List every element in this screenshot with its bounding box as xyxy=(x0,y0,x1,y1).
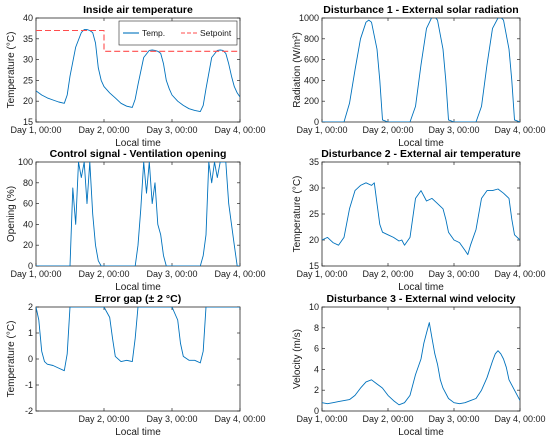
y-tick-label: 0 xyxy=(28,261,33,271)
y-tick-label: 2 xyxy=(314,385,319,395)
y-tick-label: 8 xyxy=(314,323,319,333)
x-axis-label: Local time xyxy=(398,138,444,149)
axes-frame xyxy=(321,161,521,267)
x-tick-label: Day 4, 00:00 xyxy=(214,269,265,279)
x-tick-label: Day 4, 00:00 xyxy=(214,414,265,424)
x-tick-label: Day 4, 00:00 xyxy=(494,414,545,424)
x-tick-label: Day 2, 00:00 xyxy=(78,414,129,424)
y-tick-label: 100 xyxy=(18,157,33,167)
legend-label: Setpoint xyxy=(200,28,232,38)
y-tick-label: -2 xyxy=(25,406,33,416)
y-tick-label: 20 xyxy=(23,96,33,106)
x-tick-label: Day 3, 00:00 xyxy=(146,125,197,135)
chart-title: Disturbance 1 - External solar radiation xyxy=(323,4,518,16)
series-line xyxy=(322,182,520,256)
y-axis-label: Velocity (m/s) xyxy=(292,329,303,389)
x-axis-label: Local time xyxy=(398,427,444,438)
y-tick-label: 400 xyxy=(304,75,319,85)
x-tick-label: Day 3, 00:00 xyxy=(428,414,479,424)
series-line-temp xyxy=(36,29,240,113)
y-tick-label: 15 xyxy=(23,117,33,127)
y-axis-label: Opening (%) xyxy=(6,186,17,242)
x-axis-label: Local time xyxy=(115,427,161,438)
x-tick-label: Day 1, 00:00 xyxy=(10,269,61,279)
x-tick-label: Day 4, 00:00 xyxy=(494,125,545,135)
y-tick-label: 2 xyxy=(28,302,33,312)
y-tick-label: 35 xyxy=(23,34,33,44)
y-tick-label: 30 xyxy=(23,55,33,65)
y-tick-label: 40 xyxy=(23,219,33,229)
x-tick-label: Day 1, 00:00 xyxy=(296,125,347,135)
y-tick-label: 10 xyxy=(309,302,319,312)
x-tick-label: Day 2, 00:00 xyxy=(362,125,413,135)
axes-frame xyxy=(35,306,241,412)
chart-title: Error gap (± 2 °C) xyxy=(95,293,181,305)
y-tick-label: 600 xyxy=(304,55,319,65)
x-tick-label: Day 3, 00:00 xyxy=(146,269,197,279)
x-axis-label: Local time xyxy=(115,138,161,149)
y-tick-label: 25 xyxy=(309,209,319,219)
legend: Temp. Setpoint xyxy=(118,20,238,46)
chart-title: Disturbance 3 - External wind velocity xyxy=(326,293,515,305)
y-tick-label: 6 xyxy=(314,344,319,354)
chart-inside-air-temperature: Inside air temperature Local time Temperat… xyxy=(6,4,266,149)
y-tick-label: 35 xyxy=(309,157,319,167)
x-tick-label: Day 1, 00:00 xyxy=(296,269,347,279)
y-axis-label: Temperature (°C) xyxy=(6,321,17,398)
y-tick-label: -1 xyxy=(25,380,33,390)
y-tick-label: 60 xyxy=(23,199,33,209)
series-line xyxy=(36,162,240,266)
axes-frame xyxy=(35,161,241,267)
y-tick-label: 0 xyxy=(314,117,319,127)
chart-external-solar-radiation: Disturbance 1 - External solar radiation… xyxy=(292,4,546,149)
x-tick-label: Day 3, 00:00 xyxy=(146,414,197,424)
y-tick-label: 800 xyxy=(304,34,319,44)
chart-title: Inside air temperature xyxy=(83,4,193,16)
chart-external-wind-velocity: Disturbance 3 - External wind velocity Lo… xyxy=(292,293,546,438)
chart-title: Disturbance 2 - External air temperature xyxy=(321,148,521,160)
series-line-setpoint xyxy=(36,29,240,52)
x-tick-label: Day 2, 00:00 xyxy=(78,269,129,279)
y-axis-label: Radiation (W/m²) xyxy=(292,32,303,108)
x-tick-label: Day 1, 00:00 xyxy=(10,125,61,135)
y-tick-label: 200 xyxy=(304,96,319,106)
x-tick-label: Day 2, 00:00 xyxy=(362,269,413,279)
x-tick-label: Day 4, 00:00 xyxy=(214,125,265,135)
x-axis-label: Local time xyxy=(398,282,444,293)
x-tick-label: Day 1, 00:00 xyxy=(296,414,347,424)
y-axis-label: Temperature (°C) xyxy=(6,32,17,109)
y-tick-label: 1000 xyxy=(299,13,319,23)
x-tick-label: Day 3, 00:00 xyxy=(428,269,479,279)
y-axis-label: Temperature (°C) xyxy=(292,176,303,253)
x-tick-label: Day 4, 00:00 xyxy=(494,269,545,279)
y-tick-label: 25 xyxy=(23,75,33,85)
series-line xyxy=(322,18,520,122)
y-tick-label: 0 xyxy=(28,354,33,364)
axes-frame xyxy=(321,17,521,123)
x-tick-label: Day 2, 00:00 xyxy=(78,125,129,135)
y-tick-label: 1 xyxy=(28,328,33,338)
y-tick-label: 20 xyxy=(309,235,319,245)
chart-external-air-temperature: Disturbance 2 - External air temperature… xyxy=(292,148,546,293)
legend-label: Temp. xyxy=(142,28,165,38)
y-tick-label: 80 xyxy=(23,178,33,188)
y-tick-label: 15 xyxy=(309,261,319,271)
y-tick-label: 30 xyxy=(309,183,319,193)
y-tick-label: 20 xyxy=(23,240,33,250)
y-tick-label: 4 xyxy=(314,364,319,374)
x-tick-label: Day 2, 00:00 xyxy=(362,414,413,424)
y-tick-label: 0 xyxy=(314,406,319,416)
chart-ventilation-opening: Control signal - Ventilation opening Loca… xyxy=(6,148,266,293)
chart-title: Control signal - Ventilation opening xyxy=(50,148,227,160)
x-tick-label: Day 3, 00:00 xyxy=(428,125,479,135)
chart-error-gap: Error gap (± 2 °C) Local time Temperature … xyxy=(6,293,266,438)
x-axis-label: Local time xyxy=(115,282,161,293)
y-tick-label: 40 xyxy=(23,13,33,23)
series-line xyxy=(322,322,520,406)
series-line xyxy=(36,307,240,372)
